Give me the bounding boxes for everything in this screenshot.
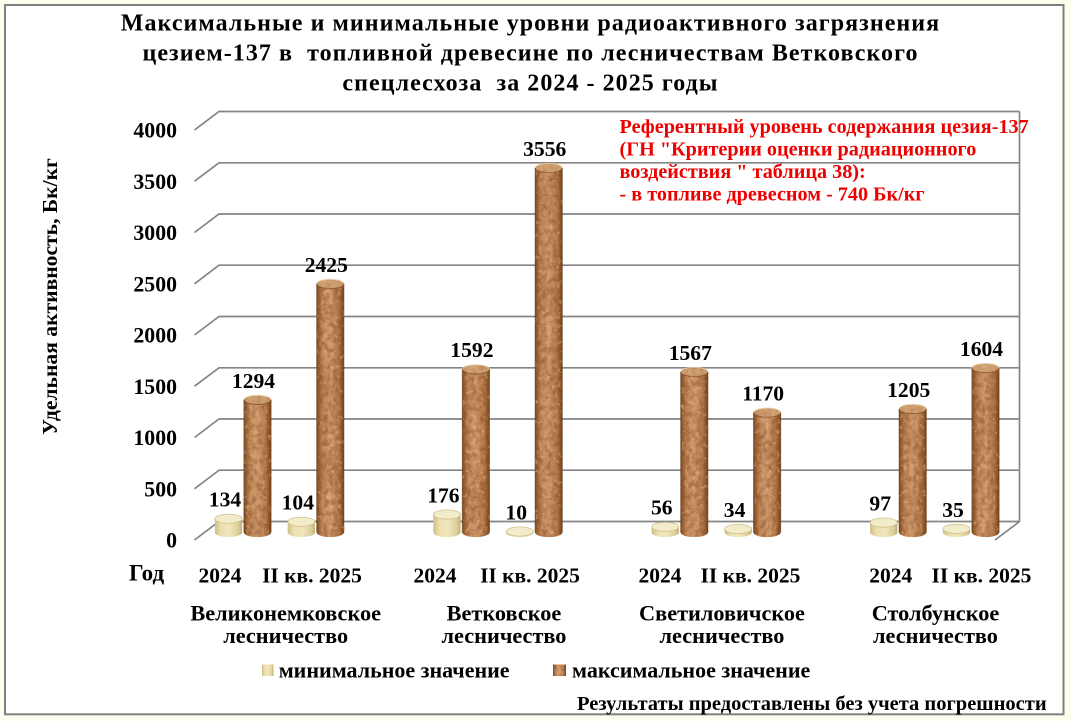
- svg-text:лесничество: лесничество: [660, 623, 785, 648]
- svg-text:1500: 1500: [133, 375, 177, 399]
- svg-text:Референтный уровень содержания: Референтный уровень содержания цезия-137: [620, 116, 1029, 138]
- svg-text:134: 134: [209, 488, 242, 512]
- svg-text:II кв. 2025: II кв. 2025: [700, 564, 800, 588]
- svg-text:176: 176: [427, 483, 460, 507]
- svg-text:3000: 3000: [133, 221, 177, 245]
- svg-text:Год: Год: [129, 561, 164, 586]
- svg-text:34: 34: [724, 498, 746, 522]
- svg-text:97: 97: [869, 492, 891, 516]
- svg-text:Столбунское: Столбунское: [872, 600, 1000, 625]
- svg-text:1205: 1205: [887, 378, 930, 402]
- svg-text:1000: 1000: [133, 426, 177, 450]
- svg-text:II кв. 2025: II кв. 2025: [262, 564, 362, 588]
- svg-text:II кв. 2025: II кв. 2025: [931, 564, 1031, 588]
- svg-text:1567: 1567: [669, 341, 712, 365]
- svg-text:104: 104: [282, 491, 315, 515]
- svg-text:1604: 1604: [960, 337, 1003, 361]
- svg-text:500: 500: [144, 477, 177, 501]
- svg-text:Ветковское: Ветковское: [447, 600, 562, 625]
- svg-text:1294: 1294: [232, 369, 275, 393]
- svg-text:1592: 1592: [450, 338, 493, 362]
- svg-text:0: 0: [166, 529, 177, 553]
- svg-text:2425: 2425: [305, 253, 348, 277]
- svg-text:10: 10: [505, 500, 527, 524]
- svg-text:2024: 2024: [869, 564, 912, 588]
- svg-text:(ГН "Критерии оценки радиацион: (ГН "Критерии оценки радиационного: [620, 138, 977, 160]
- svg-text:лесничество: лесничество: [223, 623, 348, 648]
- svg-text:4000: 4000: [133, 119, 177, 143]
- svg-text:Удельная активность, Бк/кг: Удельная активность, Бк/кг: [38, 158, 62, 435]
- svg-text:- в топливе древесном - 740 Бк: - в топливе древесном - 740 Бк/кг: [620, 184, 925, 206]
- svg-text:35: 35: [942, 498, 964, 522]
- svg-text:3556: 3556: [523, 137, 566, 161]
- svg-text:лесничество: лесничество: [442, 623, 567, 648]
- svg-text:лесничество: лесничество: [873, 623, 998, 648]
- svg-text:2000: 2000: [133, 324, 177, 348]
- svg-text:1170: 1170: [742, 382, 784, 406]
- svg-text:цезием-137 в топливной древес: цезием-137 в топливной древесине по лесн…: [142, 41, 918, 67]
- svg-text:максимальное значение: максимальное значение: [572, 658, 811, 683]
- svg-text:Светиловичское: Светиловичское: [639, 600, 805, 625]
- svg-text:2500: 2500: [133, 272, 177, 296]
- svg-text:спецлесхоза за 2024 - 2025 го: спецлесхоза за 2024 - 2025 годы: [342, 70, 718, 96]
- svg-text:3500: 3500: [133, 170, 177, 194]
- svg-text:II кв. 2025: II кв. 2025: [480, 564, 580, 588]
- svg-text:Максимальные и минимальные уро: Максимальные и минимальные уровни радиоа…: [121, 10, 940, 36]
- svg-text:2024: 2024: [414, 564, 457, 588]
- svg-text:2024: 2024: [639, 564, 682, 588]
- svg-text:воздействия " таблица 38):: воздействия " таблица 38):: [620, 161, 866, 183]
- svg-text:56: 56: [651, 496, 673, 520]
- svg-text:Великонемковское: Великонемковское: [190, 600, 381, 625]
- svg-text:минимальное значение: минимальное значение: [279, 658, 510, 683]
- svg-text:2024: 2024: [199, 564, 242, 588]
- svg-text:Результаты предоставлены без у: Результаты предоставлены без учета погре…: [577, 693, 1047, 715]
